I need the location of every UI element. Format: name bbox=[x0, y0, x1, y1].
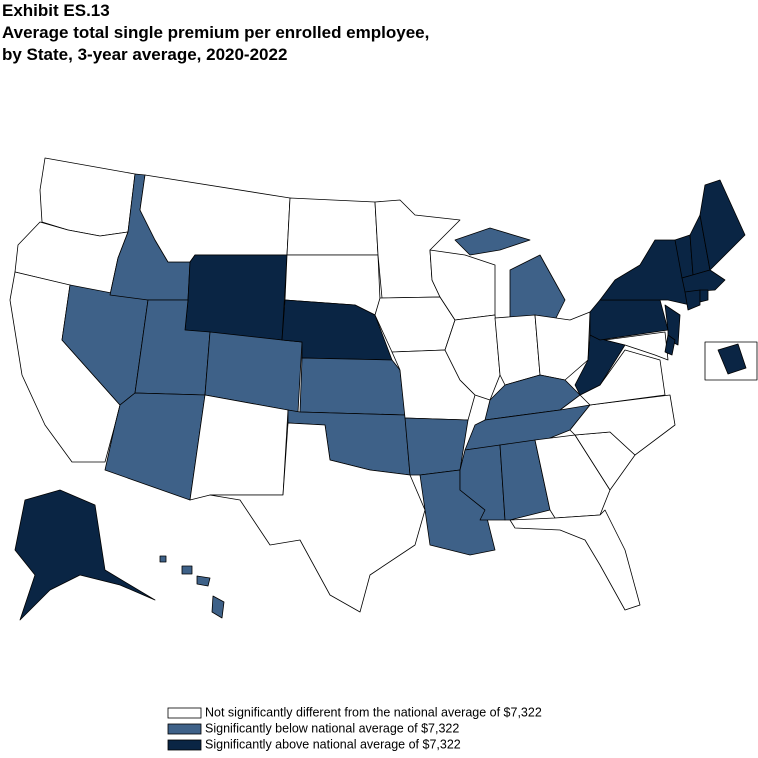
state bbox=[211, 595, 225, 619]
state bbox=[664, 334, 676, 356]
title-line: Exhibit ES.13 bbox=[2, 1, 110, 20]
state bbox=[699, 179, 746, 271]
state bbox=[534, 311, 591, 381]
legend-label: Significantly above national average of … bbox=[205, 737, 461, 751]
legend-label: Not significantly different from the nat… bbox=[205, 705, 542, 719]
state bbox=[196, 575, 211, 587]
state bbox=[299, 357, 406, 416]
state bbox=[454, 227, 531, 256]
state bbox=[204, 331, 303, 413]
state bbox=[494, 314, 541, 386]
state bbox=[181, 565, 193, 575]
state bbox=[39, 157, 136, 237]
state bbox=[509, 509, 641, 611]
state bbox=[604, 331, 669, 361]
state bbox=[209, 422, 426, 613]
state bbox=[104, 392, 206, 501]
state bbox=[499, 439, 551, 521]
state bbox=[684, 289, 701, 311]
legend: Not significantly different from the nat… bbox=[167, 705, 542, 751]
state bbox=[286, 197, 379, 256]
state bbox=[189, 394, 289, 501]
legend-label: Significantly below national average of … bbox=[205, 721, 459, 735]
state bbox=[184, 254, 288, 341]
state bbox=[14, 489, 156, 621]
states bbox=[9, 157, 758, 621]
title-line: by State, 3-year average, 2020-2022 bbox=[2, 45, 288, 64]
state bbox=[374, 296, 456, 353]
state bbox=[717, 343, 747, 375]
title-line: Average total single premium per enrolle… bbox=[2, 23, 430, 42]
state bbox=[404, 417, 469, 476]
state bbox=[699, 289, 709, 303]
state bbox=[159, 555, 167, 563]
legend-swatch bbox=[167, 707, 202, 719]
legend-swatch bbox=[167, 723, 202, 735]
state bbox=[509, 254, 566, 326]
state bbox=[681, 269, 726, 293]
state bbox=[139, 174, 291, 263]
legend-swatch bbox=[167, 739, 202, 751]
